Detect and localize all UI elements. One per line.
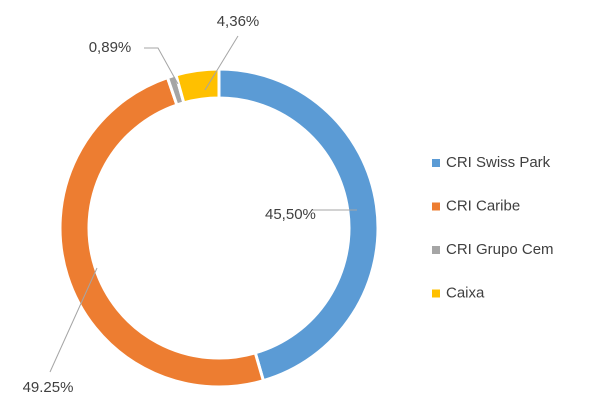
legend-swatch <box>432 159 440 167</box>
data-label: 49.25% <box>23 379 74 396</box>
leader-line <box>144 47 179 85</box>
legend-label: CRI Caribe <box>446 197 520 214</box>
donut-slice <box>58 75 266 389</box>
legend-label: CRI Swiss Park <box>446 154 551 171</box>
legend-swatch <box>432 202 440 211</box>
legend-swatch <box>432 289 440 298</box>
leader-line <box>49 267 98 373</box>
leader-line <box>204 35 239 91</box>
data-label: 4,36% <box>217 13 260 30</box>
data-label: 0,89% <box>89 39 132 56</box>
legend-label: Caixa <box>446 284 485 301</box>
donut-slice <box>174 67 221 105</box>
legend-label: CRI Grupo Cem <box>446 241 554 258</box>
donut-slice <box>217 67 380 383</box>
legend-swatch <box>432 246 440 254</box>
data-label: 45,50% <box>265 206 316 223</box>
